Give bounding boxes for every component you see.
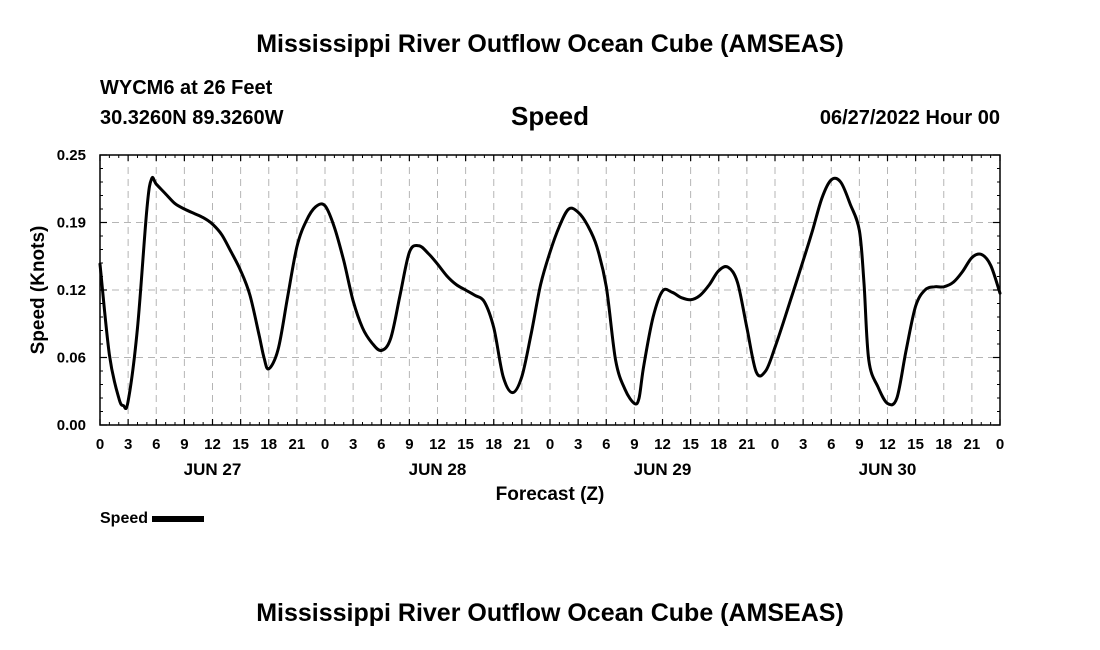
x-tick-label: 9	[855, 436, 863, 453]
legend-swatch	[152, 515, 205, 522]
x-tick-label: 12	[204, 436, 221, 453]
x-tick-label: 15	[232, 436, 249, 453]
x-tick-label: 3	[799, 436, 807, 453]
x-tick-label: 3	[574, 436, 582, 453]
x-tick-label: 0	[96, 436, 104, 453]
x-tick-label: 18	[710, 436, 727, 453]
y-tick-label: 0.06	[57, 350, 86, 367]
legend-label: Speed	[100, 510, 149, 527]
y-axis-label: Speed (Knots)	[28, 226, 49, 355]
x-tick-label: 15	[907, 436, 924, 453]
y-tick-label: 0.25	[57, 147, 86, 164]
x-tick-label: 21	[739, 436, 756, 453]
x-tick-label: 18	[485, 436, 502, 453]
x-tick-label: 0	[546, 436, 554, 453]
x-tick-label: 6	[152, 436, 160, 453]
day-label: JUN 27	[184, 460, 242, 479]
x-tick-label: 12	[654, 436, 671, 453]
day-labels: JUN 27 JUN 28 JUN 29 JUN 30	[184, 460, 917, 479]
chart-title: Mississippi River Outflow Ocean Cube (AM…	[256, 30, 844, 58]
station-coordinates: 30.3260N 89.3260W	[100, 107, 284, 129]
forecast-run-time: 06/27/2022 Hour 00	[819, 107, 1000, 129]
x-tick-labels: 0 3 6 9 12 15 18 21 0 3 6 9 12 15 18 21 0 3 6 9 12 15 18 21 0 3 6 9…	[96, 436, 1004, 453]
day-label: JUN 28	[409, 460, 467, 479]
y-tick-label: 0.00	[57, 417, 86, 434]
station-label: WYCM6 at 26 Feet	[100, 77, 273, 99]
x-tick-label: 3	[124, 436, 132, 453]
y-tick-label: 0.19	[57, 215, 86, 232]
x-tick-label: 9	[180, 436, 188, 453]
footer-title: Mississippi River Outflow Ocean Cube (AM…	[256, 599, 844, 627]
chart-subtitle: Speed	[510, 101, 590, 131]
legend: Speed	[100, 510, 205, 528]
x-tick-label: 3	[349, 436, 357, 453]
day-label: JUN 30	[859, 460, 917, 479]
x-tick-label: 15	[682, 436, 699, 453]
x-tick-label: 0	[321, 436, 329, 453]
x-tick-label: 0	[771, 436, 779, 453]
day-label: JUN 29	[634, 460, 692, 479]
x-tick-label: 6	[602, 436, 610, 453]
x-tick-label: 12	[429, 436, 446, 453]
y-tick-labels: 0.00 0.06 0.12 0.19 0.25	[57, 147, 86, 434]
x-tick-label: 12	[879, 436, 896, 453]
x-tick-label: 18	[935, 436, 952, 453]
y-tick-label: 0.12	[57, 282, 86, 299]
x-tick-label: 0	[996, 436, 1004, 453]
x-tick-label: 9	[630, 436, 638, 453]
x-tick-label: 15	[457, 436, 474, 453]
x-tick-label: 21	[514, 436, 531, 453]
speed-series-line	[98, 176, 1002, 410]
x-tick-label: 21	[964, 436, 981, 453]
x-tick-label: 6	[827, 436, 835, 453]
x-axis-label: Forecast (Z)	[496, 484, 605, 505]
x-tick-label: 18	[260, 436, 277, 453]
x-tick-label: 6	[377, 436, 385, 453]
x-tick-label: 9	[405, 436, 413, 453]
x-tick-label: 21	[289, 436, 306, 453]
